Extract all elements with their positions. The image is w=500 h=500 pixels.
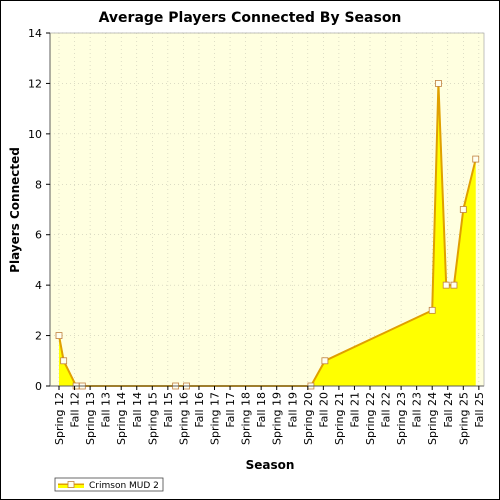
x-tick-label: Fall 25: [473, 392, 486, 428]
x-tick-label: Spring 18: [240, 392, 253, 445]
y-axis-title: Players Connected: [8, 147, 22, 273]
x-tick-label: Spring 14: [115, 392, 128, 445]
x-tick-label: Spring 21: [333, 392, 346, 445]
data-point-marker: [321, 357, 329, 365]
plot-border: [49, 32, 485, 387]
legend: Crimson MUD 2: [54, 477, 164, 492]
data-point-marker: [55, 332, 63, 339]
x-tick-label: Spring 24: [426, 392, 439, 445]
x-tick-label: Spring 25: [457, 392, 470, 445]
y-tick-label: 2: [35, 330, 42, 343]
x-tick-label: Fall 18: [255, 392, 268, 428]
x-tick-label: Spring 12: [53, 392, 66, 445]
x-tick-label: Fall 17: [224, 392, 237, 428]
data-point-marker: [442, 281, 450, 289]
x-tick-label: Spring 22: [364, 392, 377, 445]
x-tick-label: Fall 14: [131, 392, 144, 428]
y-tick-label: 8: [35, 178, 42, 191]
y-ticks: 0 2 4 6 8 10 12 14: [28, 27, 50, 393]
data-point-marker: [435, 80, 442, 87]
x-tick-label: Fall 15: [162, 392, 175, 428]
series-area: [59, 83, 476, 386]
x-tick-label: Fall 23: [411, 392, 424, 428]
x-tick-label: Fall 12: [69, 392, 82, 428]
y-tick-label: 4: [35, 279, 42, 292]
grid-lines: [50, 32, 484, 386]
x-tick-label: Fall 20: [317, 392, 330, 428]
chart-title: Average Players Connected By Season: [99, 10, 402, 26]
y-tick-label: 6: [35, 229, 42, 242]
x-tick-label: Spring 13: [84, 392, 97, 445]
data-point-marker: [428, 306, 436, 314]
data-point-marker: [459, 206, 467, 213]
x-tick-label: Fall 19: [286, 392, 299, 428]
y-tick-label: 10: [28, 128, 42, 141]
x-tick-label: Spring 20: [302, 392, 315, 445]
x-tick-label: Fall 24: [442, 392, 455, 428]
x-tick-label: Spring 23: [395, 392, 408, 445]
x-ticks: Spring 12 Fall 12 Spring 13 Fall 13 Spring 1…: [53, 386, 486, 445]
legend-swatch-marker: [67, 481, 75, 488]
x-tick-label: Fall 21: [348, 392, 361, 428]
x-tick-label: Spring 15: [146, 392, 159, 445]
legend-label: Crimson MUD 2: [89, 481, 159, 491]
x-tick-label: Fall 22: [380, 392, 393, 428]
x-tick-label: Spring 17: [209, 392, 222, 445]
data-point-marker: [472, 155, 480, 163]
data-point-marker: [60, 357, 68, 365]
x-tick-label: Spring 16: [177, 392, 190, 445]
x-tick-label: Spring 19: [271, 392, 284, 445]
y-tick-label: 12: [28, 77, 42, 90]
y-tick-label: 0: [35, 380, 42, 393]
x-tick-label: Fall 13: [100, 392, 113, 428]
y-tick-label: 14: [28, 27, 42, 40]
x-tick-label: Fall 16: [193, 392, 206, 428]
data-point-marker: [450, 281, 458, 289]
x-axis-title: Season: [246, 458, 295, 472]
